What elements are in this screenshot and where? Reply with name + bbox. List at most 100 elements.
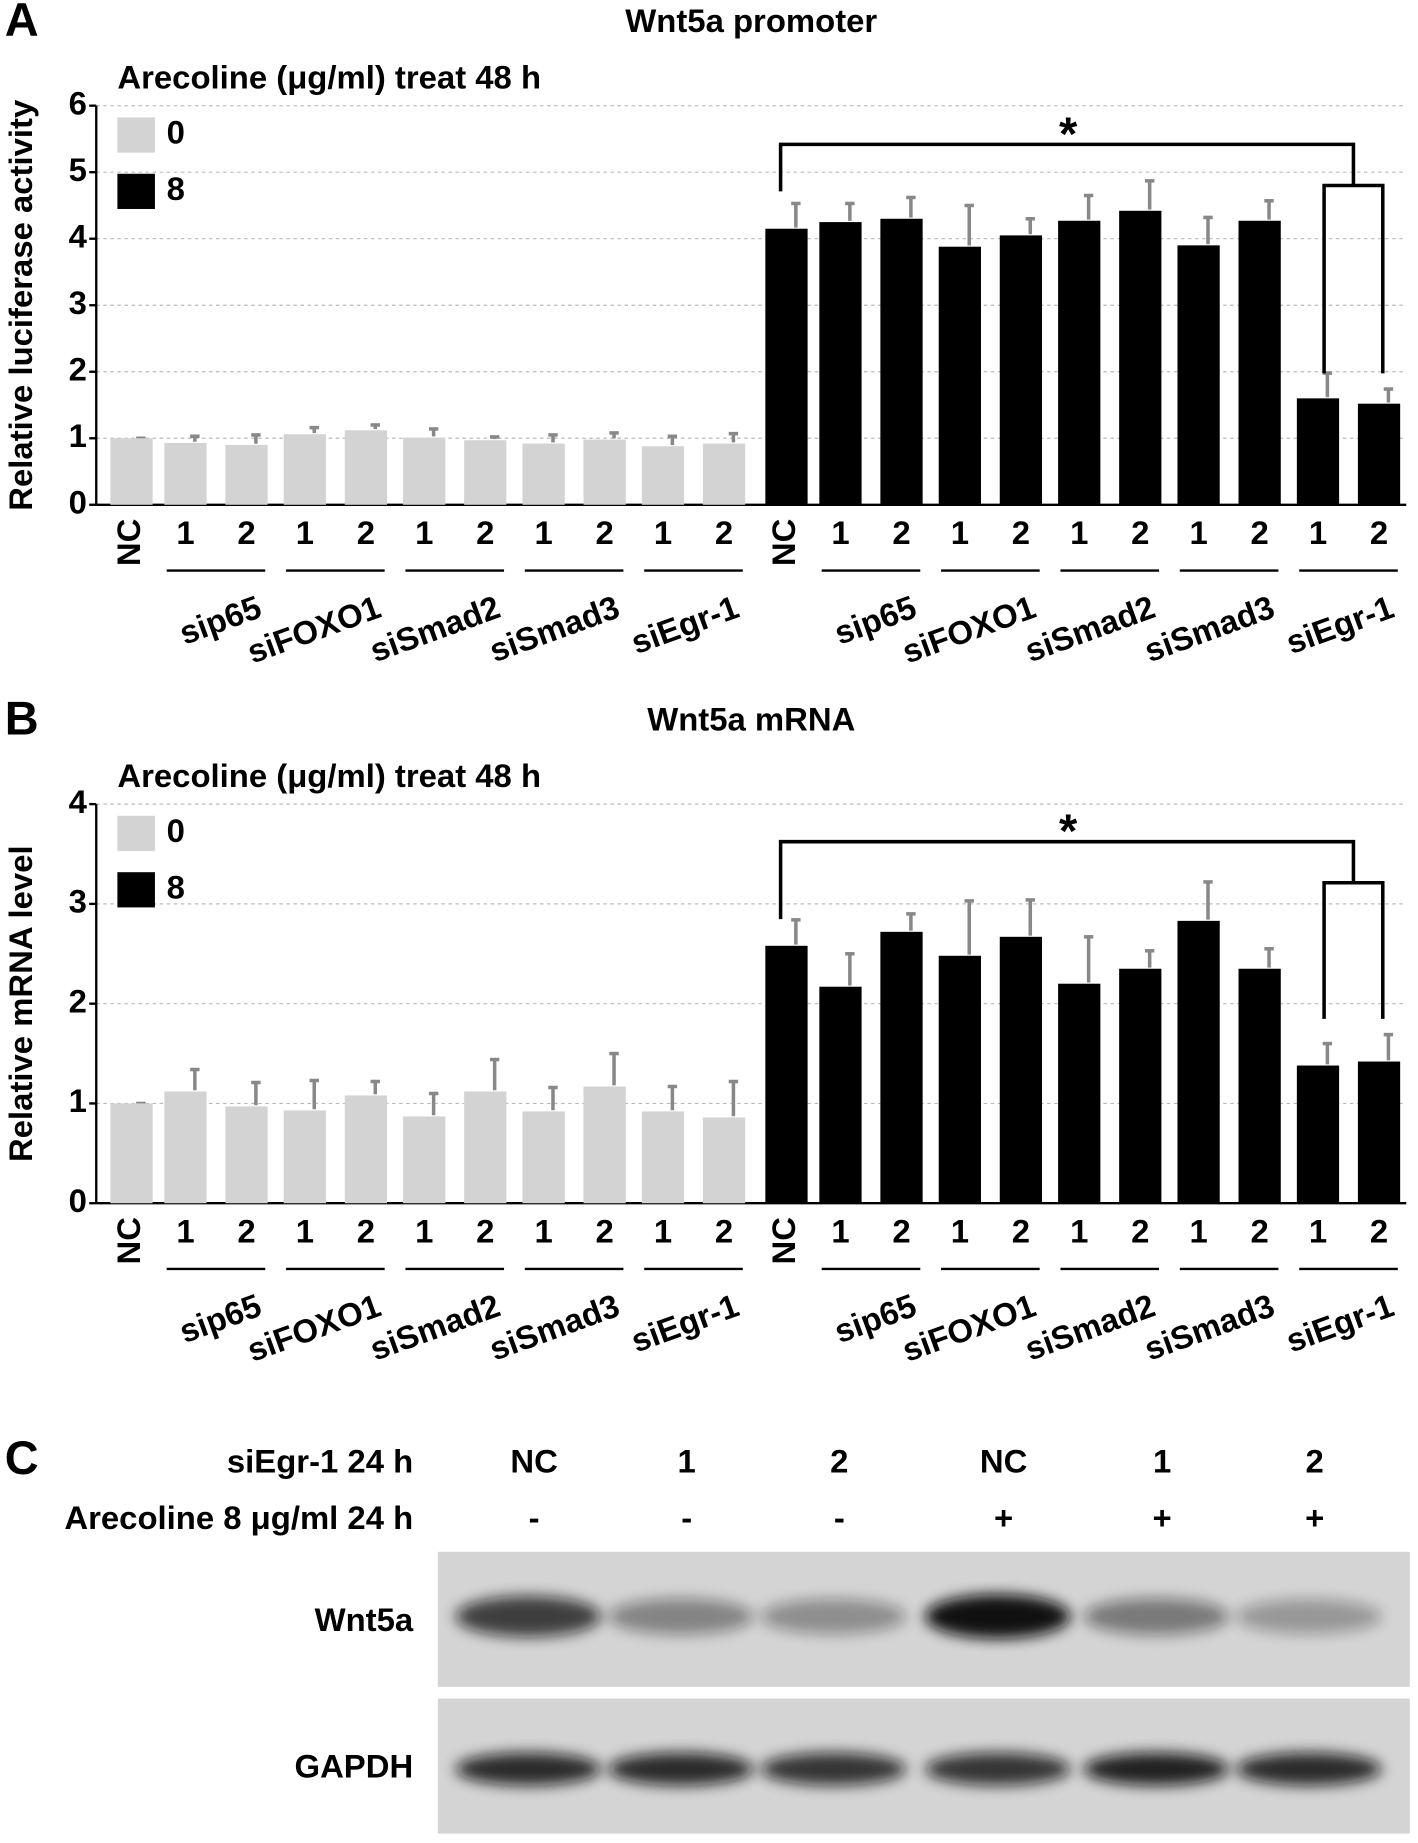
blot-band [455, 1752, 602, 1786]
bar [283, 1110, 326, 1204]
x-tick-label: 2 [357, 514, 375, 551]
bar [464, 440, 507, 505]
x-tick-label: NC [765, 1217, 802, 1264]
x-tick-label: 1 [534, 514, 552, 551]
bar [819, 222, 862, 505]
lane-label: - [681, 1499, 692, 1536]
x-tick-label: 1 [296, 1212, 314, 1249]
bar [1119, 968, 1162, 1204]
chart-title: Wnt5a promoter [625, 2, 877, 39]
lane-label: NC [980, 1443, 1027, 1480]
bar [702, 443, 746, 505]
x-tick-label: 2 [1012, 514, 1030, 551]
legend-title: Arecoline (μg/ml) treat 48 h [117, 59, 541, 96]
blot-band [760, 1598, 907, 1635]
y-tick-label: 5 [69, 151, 87, 188]
bar [1357, 1061, 1401, 1204]
x-tick-label: 2 [1012, 1212, 1030, 1249]
bar [1238, 968, 1281, 1204]
lane-label: 2 [830, 1443, 848, 1480]
y-axis-label: Relative luciferase activity [2, 99, 39, 511]
annotation: * [1059, 107, 1078, 160]
x-tick-label: 1 [654, 514, 672, 551]
group-label: siEgr-1 [1281, 588, 1398, 661]
group-label: siFOXO1 [897, 588, 1040, 670]
bar [403, 1116, 446, 1204]
lane-label: - [834, 1499, 845, 1536]
bar [164, 1091, 207, 1204]
bar [999, 235, 1043, 505]
x-tick-label: 1 [1070, 514, 1088, 551]
x-tick-label: 2 [892, 1212, 910, 1249]
bar [1238, 220, 1281, 505]
x-tick-label: 2 [1251, 514, 1269, 551]
bar [1177, 920, 1220, 1204]
bar [110, 1103, 153, 1204]
x-tick-label: 2 [1131, 1212, 1149, 1249]
group-label: siSmad3 [484, 1286, 624, 1367]
legend-label: 0 [167, 812, 185, 849]
x-tick-label: 2 [892, 514, 910, 551]
panel-label: B [5, 691, 39, 744]
bar [938, 246, 981, 505]
legend-label: 8 [167, 868, 185, 905]
significance-bracket [778, 839, 1385, 1019]
bar [641, 446, 685, 505]
y-tick-label: 1 [69, 417, 87, 454]
lane-label: NC [510, 1443, 557, 1480]
bar [702, 1117, 746, 1204]
bar [765, 945, 808, 1204]
bar [1177, 245, 1220, 505]
annotation: * [1059, 804, 1078, 857]
blot-band [760, 1752, 907, 1786]
lane-label: + [994, 1499, 1013, 1536]
significance-bracket [778, 142, 1385, 374]
x-tick-label: 2 [476, 1212, 494, 1249]
bar [880, 931, 923, 1204]
y-tick-label: 6 [69, 84, 87, 121]
x-tick-label: 1 [654, 1212, 672, 1249]
bar [522, 1111, 565, 1204]
row-label: Arecoline 8 μg/ml 24 h [64, 1499, 413, 1536]
group-label: siSmad2 [365, 588, 505, 669]
bar [1058, 220, 1101, 505]
x-tick-label: 2 [596, 514, 614, 551]
blot-band [455, 1595, 602, 1637]
y-tick-label: 2 [69, 350, 87, 387]
bar [1296, 398, 1340, 505]
x-tick-label: 1 [1309, 514, 1327, 551]
bar [344, 430, 388, 505]
bar [1119, 210, 1162, 505]
x-tick-label: 1 [1189, 514, 1207, 551]
legend-label: 8 [167, 170, 185, 207]
bar [522, 443, 565, 505]
bar [225, 444, 268, 505]
x-tick-label: 2 [237, 1212, 255, 1249]
lane-label: + [1305, 1499, 1324, 1536]
bar [999, 936, 1043, 1204]
lane-label: + [1153, 1499, 1172, 1536]
x-tick-label: 2 [357, 1212, 375, 1249]
legend-swatch [117, 872, 155, 908]
bar [819, 986, 862, 1204]
lane-label: 2 [1306, 1443, 1324, 1480]
group-label: siSmad2 [1020, 1286, 1160, 1367]
y-tick-label: 4 [69, 217, 88, 254]
bar [938, 955, 981, 1204]
blot-band [608, 1752, 754, 1786]
x-tick-label: 1 [831, 514, 849, 551]
x-tick-label: 1 [951, 1212, 969, 1249]
bar [880, 218, 923, 505]
x-tick-label: 2 [596, 1212, 614, 1249]
x-tick-label: 1 [296, 514, 314, 551]
group-label: siFOXO1 [897, 1286, 1040, 1368]
x-tick-label: 2 [1131, 514, 1149, 551]
row-label: siEgr-1 24 h [227, 1443, 413, 1480]
blot-panel [437, 1698, 1410, 1834]
bar [1058, 983, 1101, 1204]
x-tick-label: 2 [715, 1212, 733, 1249]
group-label: siEgr-1 [1281, 1286, 1398, 1359]
lane-label: - [529, 1499, 540, 1536]
band-label: GAPDH [295, 1748, 414, 1785]
group-label: siSmad3 [484, 588, 624, 669]
